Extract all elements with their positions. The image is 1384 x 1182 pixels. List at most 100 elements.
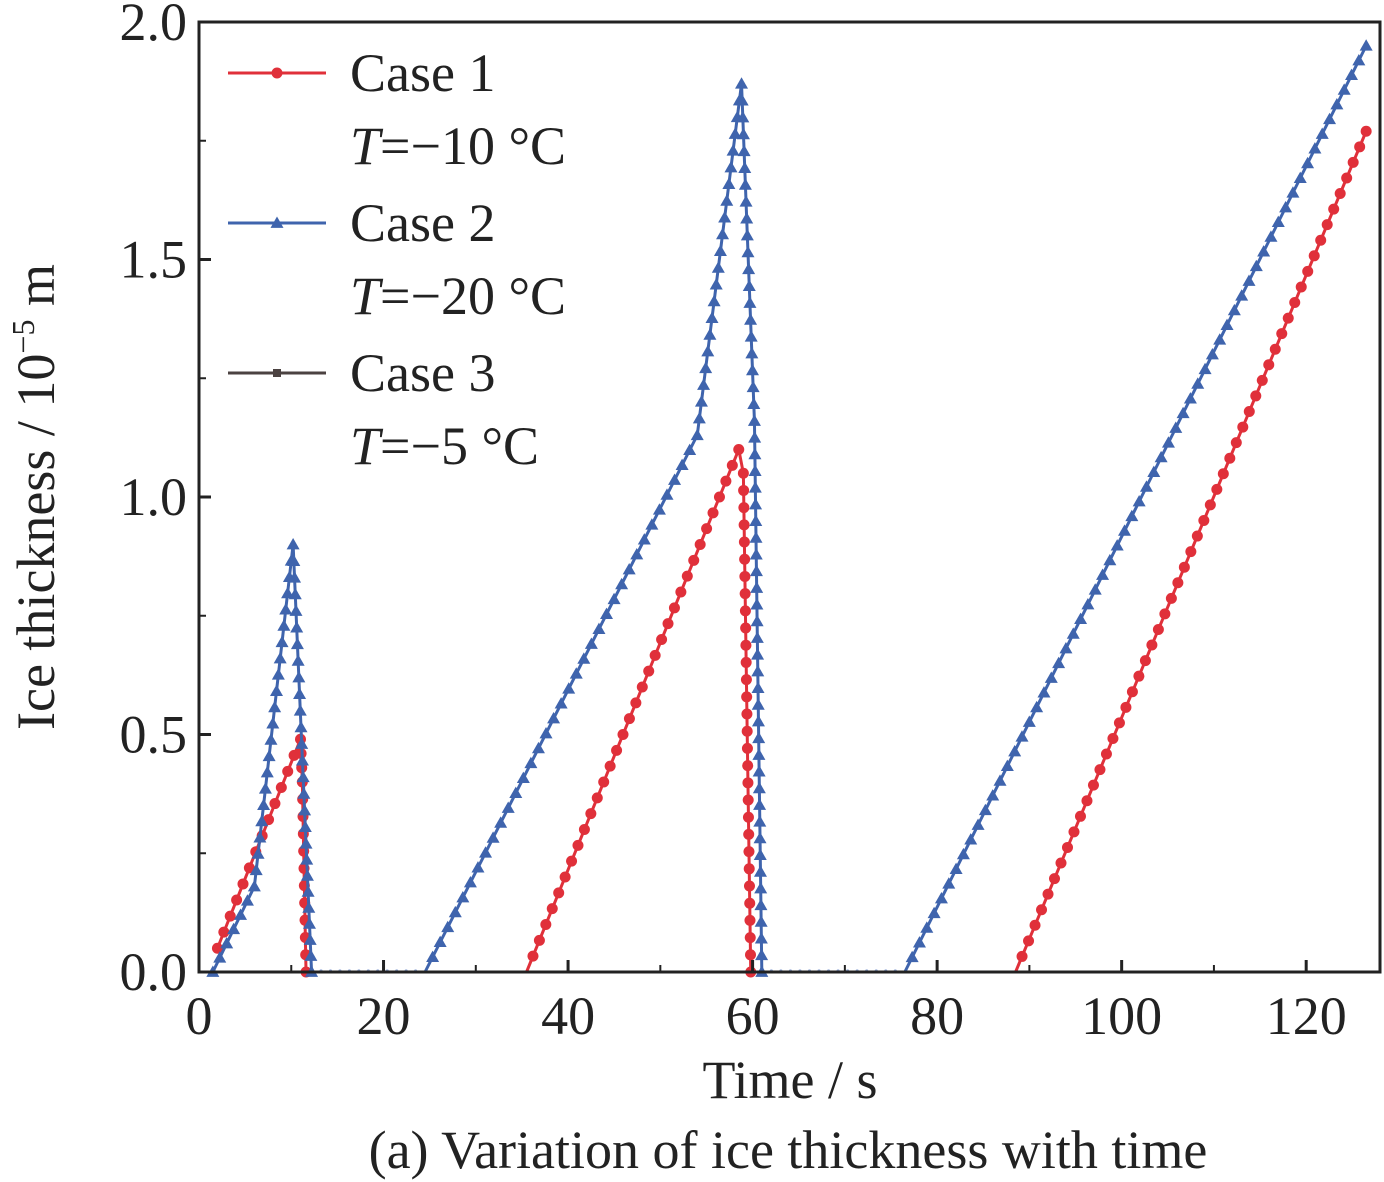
case-1-point (741, 725, 753, 737)
case-2-point (675, 458, 689, 470)
case-2-point (749, 548, 763, 560)
case-2-point (304, 949, 318, 961)
case-1-point (643, 665, 655, 677)
case-2-point (728, 127, 742, 139)
case-2-point (735, 77, 749, 89)
legend-condition-case-2: T=−20 °C (350, 266, 566, 326)
case-2-point (1118, 524, 1132, 536)
x-tick-label: 60 (726, 986, 780, 1046)
legend-item-case-1: Case 1 T=−10 °C (228, 43, 566, 176)
case-2-point (486, 831, 500, 843)
case-2-point (744, 330, 758, 342)
y-axis-title-unit: m (6, 264, 66, 320)
case-2-point (1074, 612, 1088, 625)
case-2-point (288, 571, 302, 583)
case-1-point (1360, 125, 1372, 137)
case-1-point (737, 467, 749, 479)
case-2-point (479, 846, 493, 858)
case-2-point (690, 428, 704, 441)
case-1-point (741, 691, 753, 703)
case-1-point (566, 855, 578, 867)
case-2-point (303, 933, 317, 945)
case-2-point (722, 177, 736, 190)
case-2-point (754, 915, 768, 927)
case-1-point (211, 942, 223, 954)
case-1-point (282, 765, 294, 777)
case-2-point (750, 581, 764, 593)
case-2-point (736, 127, 750, 140)
case-2-point (213, 951, 227, 963)
case-2-point (290, 637, 304, 650)
case-2-point (295, 754, 309, 766)
case-2-point (277, 619, 291, 631)
case-2-point (750, 631, 764, 643)
case-1-point (591, 792, 603, 804)
case-1-point (1224, 452, 1236, 464)
case-2-point (743, 296, 757, 308)
case-1-point (1126, 686, 1138, 698)
case-2-point (737, 144, 751, 157)
case-2-point (753, 848, 767, 860)
case-2-point (1052, 656, 1066, 669)
figure-caption: (a) Variation of ice thickness with time (369, 1120, 1208, 1180)
case-1-point (1152, 623, 1164, 635)
case-2-point (1308, 142, 1322, 154)
case-2-point (912, 936, 926, 948)
case-1-point (553, 887, 565, 899)
case-2-point (262, 749, 276, 762)
case-2-point (746, 363, 760, 376)
case-1-point (585, 808, 597, 820)
case-1-point (741, 708, 753, 720)
case-1-point (740, 674, 752, 686)
case-1-line (750, 130, 1368, 974)
case-2-point (1008, 744, 1022, 757)
case-2-point (300, 853, 314, 865)
legend-item-case-3: Case 3 T=−5 °C (228, 343, 539, 476)
case-1-point (1243, 406, 1255, 417)
case-1-point (1191, 530, 1203, 542)
case-1-point (649, 649, 661, 661)
case-1-point (1061, 841, 1073, 853)
case-2-point (748, 431, 762, 443)
x-tick-label: 20 (357, 986, 411, 1046)
case-2-point (607, 592, 621, 605)
y-axis-title-exponent: −5 (5, 320, 41, 354)
case-1-point (733, 444, 745, 455)
case-2-point (1315, 127, 1329, 139)
case-1-point (1237, 421, 1249, 433)
case-2-point (751, 715, 765, 727)
y-tick-label: 0.0 (120, 942, 188, 1002)
case-2-point (716, 227, 730, 240)
case-1-point (1250, 390, 1262, 402)
case-2-point (266, 717, 280, 729)
case-2-point (273, 652, 287, 664)
case-1-point (533, 934, 545, 946)
case-2-point (1337, 83, 1351, 95)
case-2-point (554, 697, 568, 709)
case-2-point (293, 687, 307, 699)
case-2-point (1030, 700, 1044, 713)
case-1-point (1178, 561, 1190, 573)
case-1-point (598, 776, 610, 788)
case-2-point (978, 803, 992, 816)
case-1-point (1068, 826, 1080, 838)
case-2-point (751, 648, 765, 660)
case-1-point (269, 798, 281, 810)
case-1-point (572, 839, 584, 851)
y-tick-label: 1.5 (120, 230, 188, 290)
case-2-point (1066, 627, 1080, 639)
case-1-point (527, 950, 539, 962)
case-2-point (742, 279, 756, 291)
case-1-series (211, 125, 1372, 978)
case-1-point (243, 862, 255, 874)
case-2-point (1359, 39, 1373, 51)
case-2-point (1293, 171, 1307, 183)
y-tick-label: 0.5 (120, 705, 188, 765)
case-1-point (681, 570, 693, 582)
case-2-point (748, 464, 762, 476)
case-1-point (1328, 203, 1340, 215)
case-2-point (964, 833, 978, 845)
case-2-point (697, 378, 711, 390)
case-2-point (1154, 450, 1168, 463)
case-2-point (752, 748, 766, 760)
